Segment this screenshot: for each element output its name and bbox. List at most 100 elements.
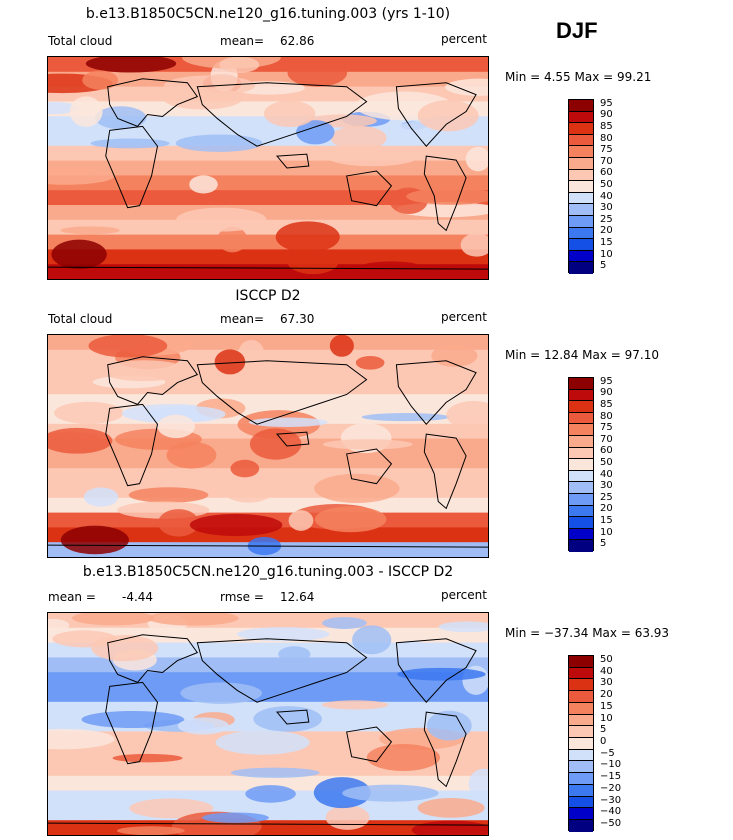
field-blob	[83, 487, 119, 507]
panel2-map-svg	[48, 335, 488, 557]
zonal-band	[48, 175, 488, 191]
colorbar-swatch	[569, 726, 593, 739]
field-blob	[189, 513, 283, 537]
colorbar-tick-label: 30	[600, 677, 613, 689]
field-blob	[177, 717, 229, 735]
field-blob	[355, 355, 385, 370]
field-blob	[157, 414, 196, 439]
colorbar-swatch	[569, 470, 593, 483]
coastline	[105, 125, 159, 209]
colorbar-tick-label: 5	[600, 260, 607, 272]
field-blob	[238, 340, 264, 364]
panel2-field-label: Total cloud	[48, 312, 113, 326]
colorbar-tick-label: 20	[600, 503, 613, 515]
field-blob	[313, 777, 371, 809]
colorbar-swatch	[569, 262, 593, 274]
coastline	[275, 153, 310, 169]
panel3-mean-value: -4.44	[122, 590, 154, 604]
colorbar-swatch	[569, 517, 593, 529]
field-blob	[48, 728, 115, 750]
zonal-band	[48, 190, 488, 206]
colorbar-swatch	[569, 714, 593, 727]
field-blob	[352, 625, 392, 655]
field-blob	[189, 175, 218, 194]
zonal-band	[48, 160, 488, 176]
colorbar-tick-label: −20	[600, 782, 622, 794]
colorbar-tick-label: 40	[600, 665, 613, 677]
zonal-band	[48, 687, 488, 703]
field-blob	[417, 798, 485, 818]
panel3-rmse-value: 12.64	[280, 590, 315, 604]
field-blob	[180, 682, 263, 704]
panel2-mean-label: mean=	[220, 312, 265, 326]
colorbar-swatch	[569, 540, 593, 552]
field-blob	[326, 146, 419, 167]
coastline	[395, 638, 477, 703]
colorbar-tick-label: −50	[600, 818, 622, 830]
field-blob	[426, 710, 472, 741]
coastline	[48, 544, 488, 548]
panel1-units: percent	[441, 32, 487, 46]
field-blob	[363, 261, 419, 270]
field-blob	[245, 785, 296, 803]
colorbar-swatch	[569, 796, 593, 809]
field-blob	[253, 706, 322, 732]
field-blob	[287, 58, 348, 87]
colorbar-swatch	[569, 691, 593, 703]
colorbar-swatch	[569, 784, 593, 797]
field-blob	[361, 413, 451, 422]
panel1-min-max: Min = 4.55 Max = 99.21	[505, 70, 652, 84]
colorbar-tick-label: 10	[600, 712, 613, 724]
field-blob	[322, 700, 389, 710]
field-blob	[314, 506, 387, 533]
field-blob	[219, 57, 260, 73]
field-blob	[329, 335, 354, 357]
field-blob	[288, 510, 314, 531]
field-blob	[314, 473, 400, 504]
zonal-band	[48, 249, 488, 265]
zonal-band	[48, 219, 488, 236]
colorbar-swatch	[569, 401, 593, 413]
colorbar-swatch	[569, 134, 593, 147]
field-blob	[237, 627, 330, 642]
zonal-band	[48, 672, 488, 688]
field-blob	[287, 249, 339, 275]
field-blob	[397, 667, 486, 681]
colorbar-tick-label: 90	[600, 109, 613, 121]
coastline	[395, 82, 477, 147]
coastline	[107, 634, 199, 683]
season-label: DJF	[556, 18, 598, 43]
field-blob	[465, 146, 488, 172]
coastline	[48, 266, 488, 270]
colorbar-swatch	[569, 204, 593, 216]
field-blob	[446, 400, 488, 430]
colorbar-tick-label: −30	[600, 794, 622, 806]
field-blob	[48, 618, 70, 632]
field-blob	[48, 427, 113, 454]
colorbar-swatch	[569, 656, 593, 668]
colorbar-tick-label: 85	[600, 399, 613, 410]
coastline	[346, 170, 393, 207]
panel3-map-svg	[48, 613, 488, 835]
colorbar-tick-label: 80	[600, 132, 613, 144]
field-blob	[215, 730, 310, 755]
zonal-band	[48, 205, 488, 221]
coastline	[107, 356, 199, 405]
panel3-rmse-label: rmse =	[220, 590, 264, 604]
colorbar-swatch	[569, 702, 593, 715]
zonal-band	[48, 657, 488, 673]
field-blob	[275, 221, 340, 253]
field-blob	[263, 100, 316, 127]
field-blob	[217, 226, 248, 253]
colorbar-tick-label: 60	[600, 167, 613, 179]
colorbar-tick-label: 85	[600, 121, 613, 132]
colorbar-tick-label: −5	[600, 747, 615, 759]
colorbar-swatch	[569, 100, 593, 112]
panel2-map	[47, 334, 489, 558]
colorbar-tick-label: 10	[600, 526, 613, 538]
field-blob	[322, 439, 413, 450]
colorbar-swatch	[569, 412, 593, 425]
colorbar-swatch	[569, 389, 593, 402]
colorbar-tick-label: −15	[600, 771, 622, 783]
colorbar-swatch	[569, 808, 593, 821]
